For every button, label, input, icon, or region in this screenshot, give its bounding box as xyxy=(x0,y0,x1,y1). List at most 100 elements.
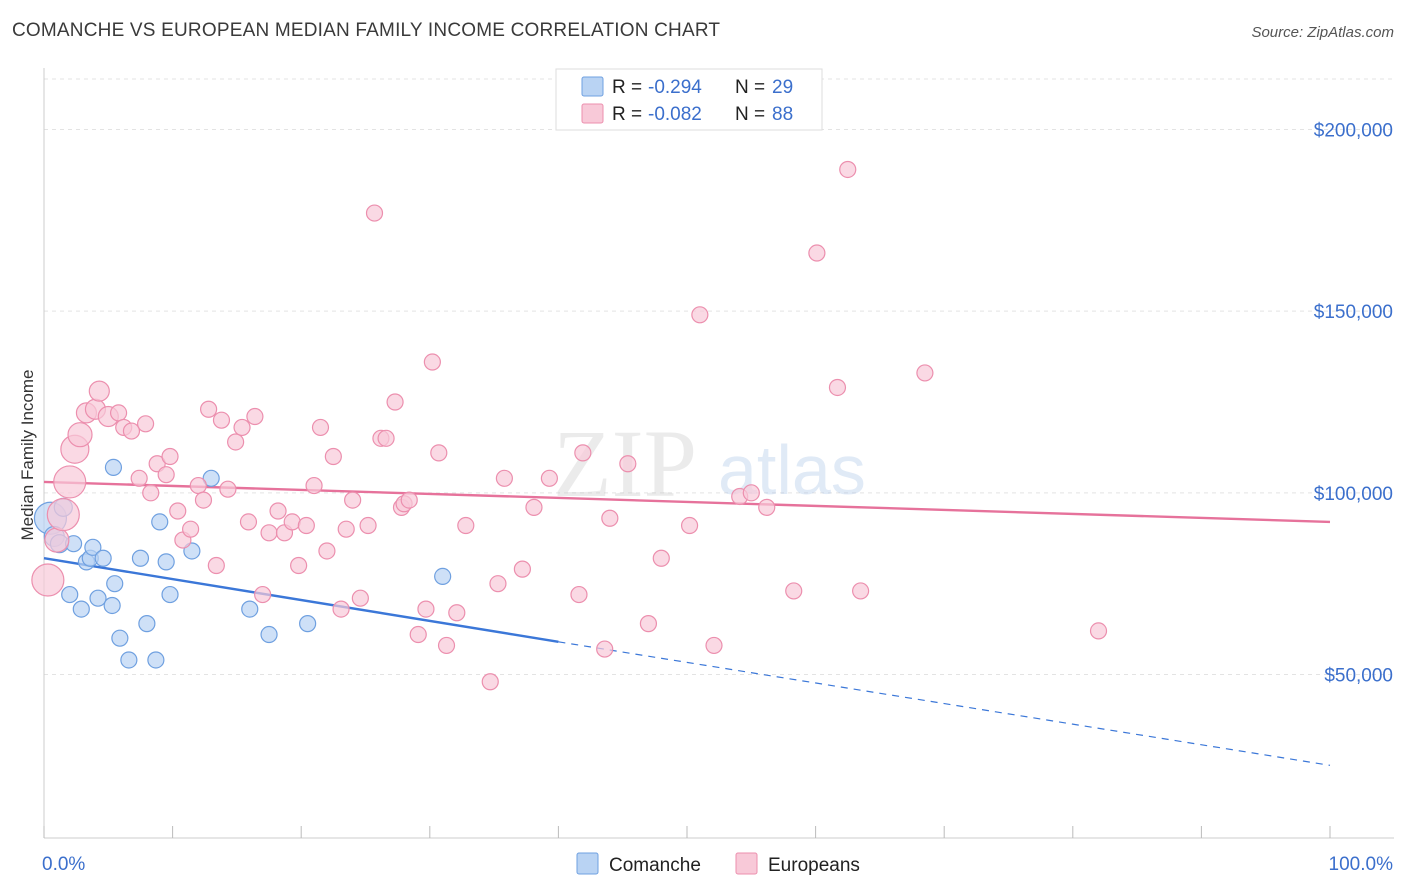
data-point xyxy=(639,615,658,633)
data-point xyxy=(337,520,355,538)
watermark: ZIP atlas xyxy=(553,410,866,517)
data-point xyxy=(297,516,315,535)
data-point xyxy=(305,476,323,495)
data-point xyxy=(680,516,699,535)
data-point xyxy=(828,378,847,397)
y-tick-label: $50,000 xyxy=(1324,666,1393,687)
data-point xyxy=(332,600,350,618)
data-point xyxy=(852,582,870,600)
data-point xyxy=(525,498,543,516)
trend-line-extension xyxy=(558,641,1331,766)
y-tick-label: $100,000 xyxy=(1314,484,1393,505)
data-point xyxy=(495,469,513,487)
data-point xyxy=(212,411,231,429)
data-point xyxy=(785,582,803,600)
data-point xyxy=(103,596,121,615)
data-point xyxy=(318,542,336,560)
source-label: Source: ZipAtlas.com xyxy=(1251,24,1394,41)
data-point xyxy=(260,625,278,644)
legend-r-value: -0.082 xyxy=(648,104,702,125)
data-point xyxy=(283,513,301,531)
data-point xyxy=(434,567,452,586)
data-point xyxy=(513,560,531,578)
points xyxy=(31,160,1108,691)
data-point xyxy=(89,589,107,607)
legend-n-label: N = xyxy=(735,104,765,125)
data-point xyxy=(377,429,395,447)
data-point xyxy=(808,244,826,262)
x-tick-labels: 0.0% 100.0% xyxy=(42,854,1393,875)
data-point xyxy=(219,480,237,498)
bottom-legend-swatch-europeans xyxy=(735,852,758,875)
data-point xyxy=(457,516,475,535)
data-point xyxy=(742,484,760,502)
data-point xyxy=(142,484,160,502)
data-point xyxy=(290,556,308,575)
data-point xyxy=(44,527,70,553)
data-point xyxy=(169,502,187,520)
legend-r-value: -0.294 xyxy=(648,77,702,98)
chart-title: COMANCHE VS EUROPEAN MEDIAN FAMILY INCOM… xyxy=(12,20,721,41)
data-point xyxy=(131,549,150,567)
data-point xyxy=(46,498,80,532)
data-point xyxy=(417,600,435,618)
data-point xyxy=(200,400,218,418)
series-comanche xyxy=(33,458,452,669)
series-europeans xyxy=(31,160,1108,691)
data-point xyxy=(157,553,175,571)
data-point xyxy=(601,509,619,527)
data-point xyxy=(386,393,404,411)
data-point xyxy=(448,604,466,622)
data-point xyxy=(570,585,588,604)
data-point xyxy=(430,444,448,462)
legend-n-value: 88 xyxy=(772,104,793,125)
data-point xyxy=(233,418,251,437)
legend-box: R = -0.294 N = 29 R = -0.082 N = 88 xyxy=(555,68,823,131)
y-axis-title: Median Family Income xyxy=(18,369,37,540)
data-point xyxy=(111,629,129,647)
data-point xyxy=(1089,622,1108,640)
data-point xyxy=(409,625,427,644)
data-point xyxy=(324,447,342,466)
data-point xyxy=(31,563,65,597)
data-point xyxy=(619,455,637,473)
data-point xyxy=(157,466,175,484)
y-tick-labels: $50,000 $100,000 $150,000 $200,000 xyxy=(1314,121,1393,687)
data-point xyxy=(104,458,123,476)
trendlines xyxy=(43,480,1331,766)
data-point xyxy=(106,575,124,593)
data-point xyxy=(202,469,220,487)
bottom-legend-label-comanche: Comanche xyxy=(609,855,701,876)
data-point xyxy=(227,433,245,451)
data-point xyxy=(705,636,723,655)
data-point xyxy=(136,415,155,433)
data-point xyxy=(147,651,165,669)
data-point xyxy=(194,491,213,509)
data-point xyxy=(239,513,258,531)
data-point xyxy=(151,513,169,531)
data-point xyxy=(758,498,776,516)
trend-line xyxy=(43,557,559,643)
data-point xyxy=(88,380,110,402)
legend-r-label: R = xyxy=(612,104,642,125)
data-point xyxy=(53,465,87,499)
data-point xyxy=(122,422,141,440)
data-point xyxy=(839,160,857,179)
data-point xyxy=(344,491,362,509)
data-point xyxy=(351,589,369,607)
bottom-legend-swatch-comanche xyxy=(576,852,599,875)
y-tick-label: $150,000 xyxy=(1314,302,1393,323)
data-point xyxy=(72,600,90,618)
data-point xyxy=(365,204,384,222)
data-point xyxy=(260,524,278,542)
data-point xyxy=(691,306,709,324)
data-point xyxy=(400,491,418,509)
data-point xyxy=(94,549,112,567)
legend-r-label: R = xyxy=(612,77,642,98)
data-point xyxy=(246,407,264,426)
legend-swatch-europeans xyxy=(581,103,604,124)
data-point xyxy=(138,615,156,633)
data-point xyxy=(311,418,330,437)
bottom-legend-label-europeans: Europeans xyxy=(768,855,860,876)
y-tick-label: $200,000 xyxy=(1314,121,1393,142)
